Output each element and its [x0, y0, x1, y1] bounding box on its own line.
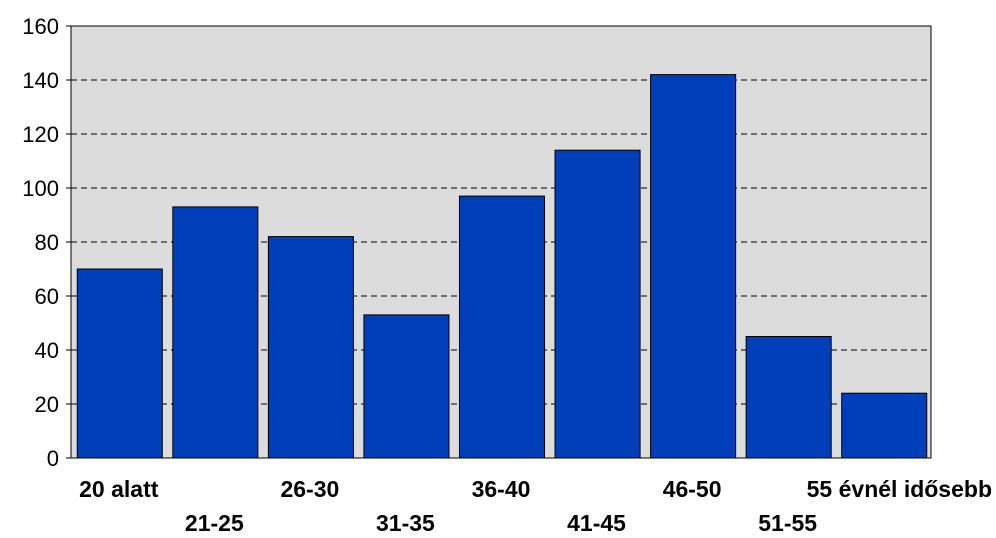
bar [172, 206, 259, 459]
x-tick-label: 46-50 [663, 476, 722, 502]
bar [745, 336, 832, 459]
y-tick-label: 140 [22, 68, 59, 93]
x-tick-label: 21-25 [185, 510, 244, 533]
x-tick-label: 55 évnél idősebb [807, 476, 992, 502]
y-tick-label: 100 [22, 176, 59, 201]
bar [650, 74, 737, 459]
x-tick-label: 26-30 [280, 476, 339, 502]
y-tick-label: 80 [35, 230, 59, 255]
x-tick-label: 36-40 [472, 476, 531, 502]
x-tick-label: 31-35 [376, 510, 435, 533]
bar [76, 268, 163, 459]
y-tick-label: 0 [47, 446, 59, 471]
x-tick-label: 51-55 [758, 510, 817, 533]
y-tick-label: 160 [22, 14, 59, 39]
bar [554, 149, 641, 459]
bar [841, 392, 928, 459]
y-tick-label: 40 [35, 338, 59, 363]
bar [363, 314, 450, 459]
x-axis-labels: 20 alatt 21-25 26-30 31-35 36-40 41-45 46-50 51… [79, 476, 992, 536]
y-tick-label: 60 [35, 284, 59, 309]
bars [76, 74, 928, 459]
y-tick-label: 120 [22, 122, 59, 147]
bar [267, 236, 354, 459]
bar [458, 195, 546, 459]
y-tick-label: 20 [35, 392, 59, 417]
x-tick-label: 41-45 [567, 510, 626, 533]
x-tick-label: 20 alatt [79, 476, 159, 502]
y-axis-ticks: 0 20 40 60 80 100 120 140 160 [22, 14, 71, 471]
